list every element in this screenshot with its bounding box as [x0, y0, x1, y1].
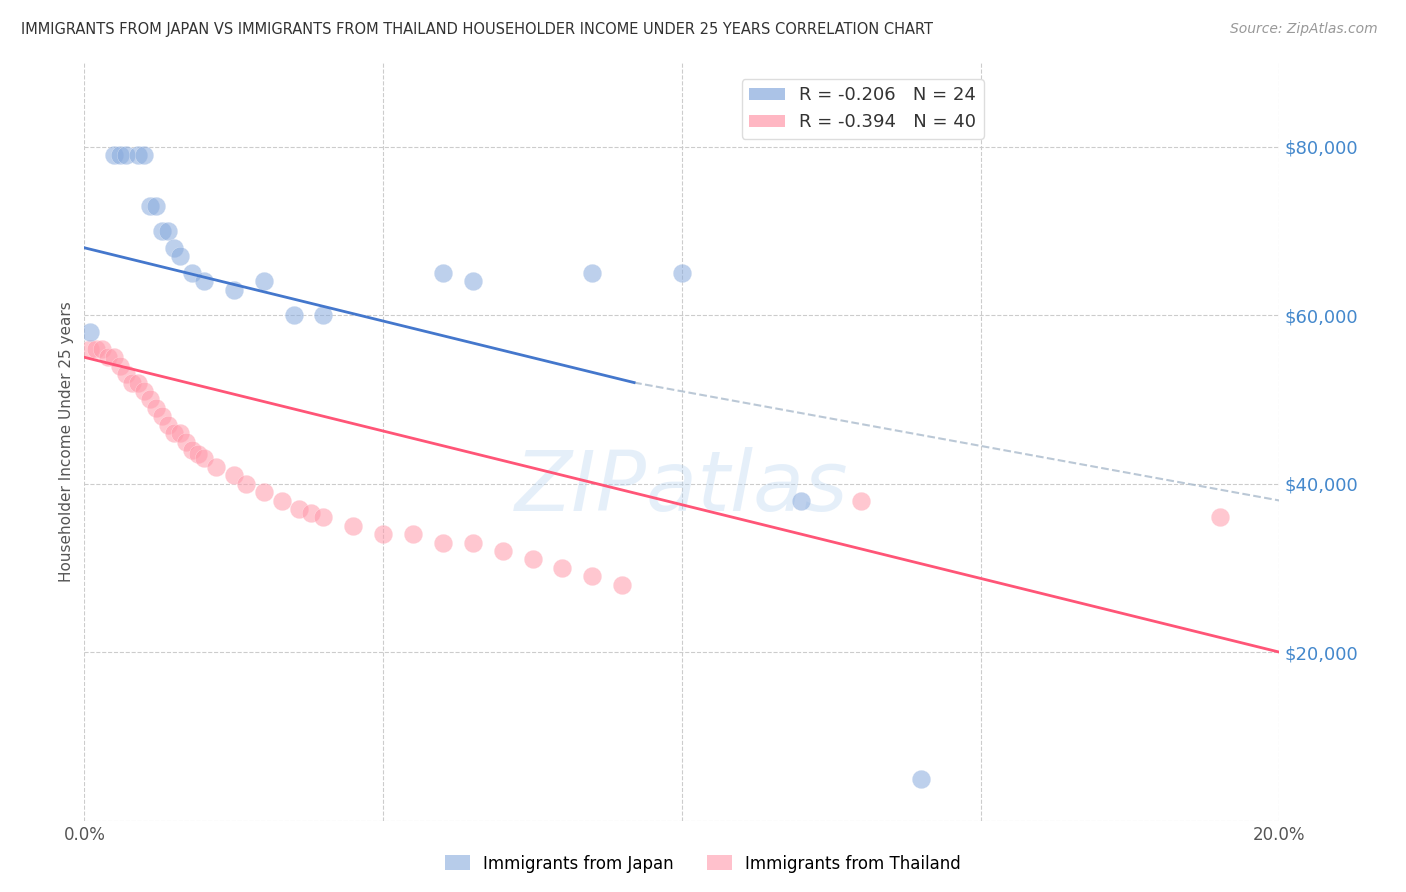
Point	[432, 535, 454, 549]
Point	[253, 275, 276, 289]
Point	[581, 266, 603, 280]
Point	[110, 359, 132, 373]
Y-axis label: Householder Income Under 25 years: Householder Income Under 25 years	[59, 301, 75, 582]
Point	[851, 493, 873, 508]
Point	[312, 510, 335, 524]
Point	[402, 527, 425, 541]
Point	[205, 459, 228, 474]
Point	[235, 476, 257, 491]
Text: IMMIGRANTS FROM JAPAN VS IMMIGRANTS FROM THAILAND HOUSEHOLDER INCOME UNDER 25 YE: IMMIGRANTS FROM JAPAN VS IMMIGRANTS FROM…	[21, 22, 934, 37]
Point	[283, 308, 305, 322]
Point	[301, 506, 323, 520]
Point	[163, 241, 186, 255]
Point	[910, 772, 932, 786]
Point	[432, 266, 454, 280]
Point	[181, 442, 204, 457]
Point	[86, 342, 108, 356]
Point	[461, 535, 484, 549]
Point	[103, 351, 125, 365]
Point	[115, 367, 138, 381]
Point	[270, 493, 292, 508]
Point	[150, 409, 173, 424]
Point	[222, 468, 245, 483]
Point	[342, 518, 364, 533]
Point	[150, 224, 173, 238]
Point	[79, 342, 101, 356]
Point	[132, 148, 156, 162]
Legend: R = -0.206   N = 24, R = -0.394   N = 40: R = -0.206 N = 24, R = -0.394 N = 40	[741, 79, 984, 138]
Point	[145, 199, 167, 213]
Point	[139, 199, 162, 213]
Point	[115, 148, 138, 162]
Point	[145, 401, 167, 415]
Point	[253, 485, 276, 500]
Point	[169, 249, 191, 263]
Point	[121, 376, 143, 390]
Point	[373, 527, 395, 541]
Point	[222, 283, 245, 297]
Point	[193, 451, 215, 466]
Point	[157, 224, 180, 238]
Point	[163, 426, 186, 441]
Point	[288, 502, 311, 516]
Point	[312, 308, 335, 322]
Point	[79, 325, 101, 339]
Point	[97, 351, 120, 365]
Point	[461, 275, 484, 289]
Point	[91, 342, 114, 356]
Point	[181, 266, 204, 280]
Point	[132, 384, 156, 398]
Point	[157, 417, 180, 432]
Text: Source: ZipAtlas.com: Source: ZipAtlas.com	[1230, 22, 1378, 37]
Point	[103, 148, 125, 162]
Point	[790, 493, 813, 508]
Text: ZIPatlas: ZIPatlas	[515, 447, 849, 527]
Point	[169, 426, 191, 441]
Point	[174, 434, 197, 449]
Point	[551, 561, 574, 575]
Point	[127, 376, 149, 390]
Point	[581, 569, 603, 583]
Point	[110, 148, 132, 162]
Point	[492, 544, 515, 558]
Point	[187, 447, 209, 461]
Point	[139, 392, 162, 407]
Point	[522, 552, 544, 566]
Point	[193, 275, 215, 289]
Point	[127, 148, 149, 162]
Point	[1209, 510, 1232, 524]
Point	[671, 266, 693, 280]
Point	[612, 578, 634, 592]
Legend: Immigrants from Japan, Immigrants from Thailand: Immigrants from Japan, Immigrants from T…	[439, 848, 967, 880]
